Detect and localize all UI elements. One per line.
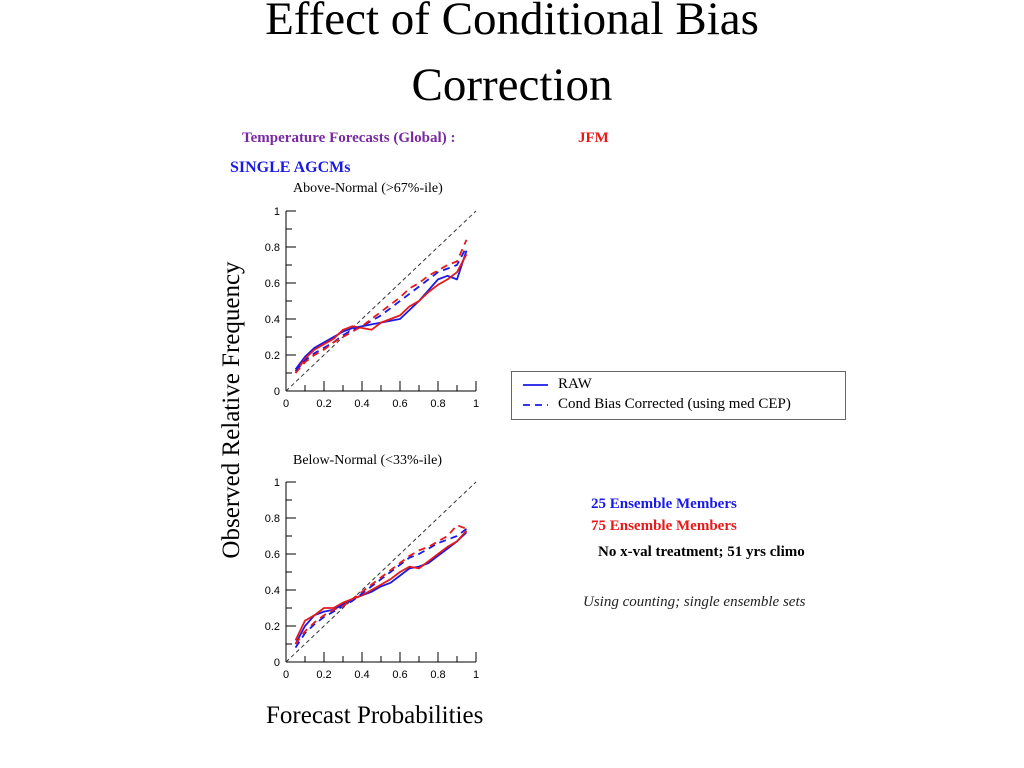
below-x-tick-label: 0 [283,669,289,681]
below-x-tick-label: 0.2 [316,669,331,681]
above-y-tick-label: 0.6 [265,278,280,290]
below-x-tick-label: 0.4 [354,669,369,681]
below-series-corrected-25 [294,528,468,649]
above-x-tick-label: 1 [473,398,479,410]
above-series-raw-25 [294,250,468,370]
note-xval: No x-val treatment; 51 yrs climo [598,544,805,560]
below-series-raw-25 [294,531,468,645]
x-axis-label: Forecast Probabilities [266,702,484,729]
note-25-members: 25 Ensemble Members [591,496,737,512]
below-y-tick-label: 0.6 [265,549,280,561]
below-x-tick-label: 0.6 [392,669,407,681]
below-y-tick-label: 0.4 [265,585,280,597]
note-75-members: 75 Ensemble Members [591,518,737,534]
above-series-raw-75 [294,253,468,374]
above-y-tick-label: 0 [274,386,280,398]
above-x-tick-label: 0.2 [316,398,331,410]
above-x-tick-label: 0 [283,398,289,410]
legend: RAW Cond Bias Corrected (using med CEP) [511,371,846,420]
below-series-corrected-75 [294,524,467,645]
above-x-tick-label: 0.6 [392,398,407,410]
slide-title-line1: Effect of Conditional Bias [265,0,759,45]
chart-title-above: Above-Normal (>67%-ile) [293,181,443,196]
above-x-tick-label: 0.4 [354,398,369,410]
below-y-tick-label: 0.2 [265,621,280,633]
legend-swatches [523,384,548,406]
above-x-tick-label: 0.8 [430,398,445,410]
above-series-corrected-75 [294,239,468,374]
legend-raw-label: RAW [558,376,592,392]
slide-title-line2: Correction [411,59,613,111]
chart-title-below: Below-Normal (<33%-ile) [293,453,443,468]
above-y-tick-label: 0.8 [265,242,280,254]
below-y-tick-label: 1 [274,477,280,489]
header-right: JFM [578,130,609,146]
below-x-tick-label: 0.8 [430,669,445,681]
subheader: SINGLE AGCMs [230,159,351,176]
below-x-tick-label: 1 [473,669,479,681]
below-perfect-reliability-line [285,481,477,663]
below-y-tick-label: 0 [274,657,280,669]
note-method: Using counting; single ensemble sets [583,594,806,610]
header-left: Temperature Forecasts (Global) : [242,130,456,146]
above-y-tick-label: 0.2 [265,350,280,362]
above-y-tick-label: 1 [274,206,280,218]
above-series-corrected-25 [294,246,468,372]
legend-corrected-label: Cond Bias Corrected (using med CEP) [558,396,791,412]
above-y-tick-label: 0.4 [265,314,280,326]
below-series-raw-75 [294,530,468,641]
above-perfect-reliability-line [285,210,477,392]
below-y-tick-label: 0.8 [265,513,280,525]
